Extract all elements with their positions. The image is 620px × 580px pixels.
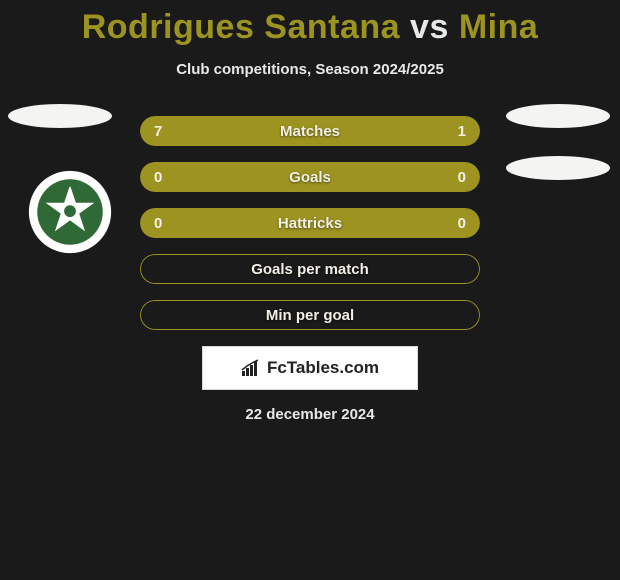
bar-outline: [140, 254, 480, 284]
bar-label: Goals per match: [140, 254, 480, 284]
bar-row: Matches71: [140, 116, 480, 146]
bar-outline: [140, 300, 480, 330]
title-player2: Mina: [459, 8, 538, 46]
date-text: 22 december 2024: [0, 406, 620, 423]
bars-chart-icon: [241, 359, 261, 377]
player1-photo-placeholder: [8, 104, 112, 128]
bar-label: Min per goal: [140, 300, 480, 330]
bar-fill-left: [140, 116, 412, 146]
player2-photo-placeholder: [506, 104, 610, 128]
player1-club-badge: SCC: [28, 170, 112, 254]
title-player1: Rodrigues Santana: [82, 8, 400, 46]
bar-row: Min per goal: [140, 300, 480, 330]
bar-row: Hattricks00: [140, 208, 480, 238]
page-title: Rodrigues Santana vs Mina: [0, 0, 620, 47]
comparison-bars: Matches71 Goals00 Hattricks00 Goals per mat…: [140, 116, 480, 330]
club-badge-icon: SCC: [28, 170, 112, 254]
bar-fill: [140, 162, 480, 192]
bar-fill-right: [412, 116, 480, 146]
watermark-box: FcTables.com: [202, 346, 418, 390]
bar-row: Goals00: [140, 162, 480, 192]
watermark-text: FcTables.com: [267, 358, 379, 378]
title-vs: vs: [410, 8, 449, 46]
subtitle: Club competitions, Season 2024/2025: [0, 61, 620, 78]
bar-row: Goals per match: [140, 254, 480, 284]
bar-fill: [140, 208, 480, 238]
comparison-stage: SCC Matches71 Goals00 Hattricks00 Goals per…: [0, 116, 620, 423]
player2-club-placeholder: [506, 156, 610, 180]
